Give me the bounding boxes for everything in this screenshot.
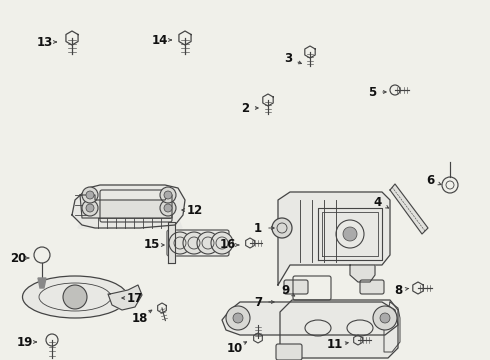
- Circle shape: [226, 306, 250, 330]
- Text: 11: 11: [327, 338, 343, 351]
- Text: 9: 9: [281, 284, 289, 297]
- Polygon shape: [222, 302, 398, 335]
- Text: 4: 4: [374, 195, 382, 208]
- Circle shape: [86, 191, 94, 199]
- Polygon shape: [390, 184, 428, 234]
- Circle shape: [86, 204, 94, 212]
- Text: 1: 1: [254, 221, 262, 234]
- Polygon shape: [350, 265, 375, 282]
- Circle shape: [164, 204, 172, 212]
- Text: 18: 18: [132, 311, 148, 324]
- Text: 15: 15: [144, 238, 160, 252]
- Circle shape: [211, 232, 233, 254]
- Circle shape: [197, 232, 219, 254]
- Circle shape: [272, 218, 292, 238]
- Text: 19: 19: [17, 336, 33, 348]
- Text: 5: 5: [368, 85, 376, 99]
- Text: 17: 17: [127, 292, 143, 305]
- Circle shape: [63, 285, 87, 309]
- Circle shape: [82, 200, 98, 216]
- Polygon shape: [168, 222, 175, 263]
- Text: 6: 6: [426, 174, 434, 186]
- Text: 10: 10: [227, 342, 243, 355]
- FancyBboxPatch shape: [276, 344, 302, 360]
- Polygon shape: [78, 218, 182, 228]
- Circle shape: [160, 187, 176, 203]
- Text: 3: 3: [284, 51, 292, 64]
- Polygon shape: [72, 185, 185, 228]
- Circle shape: [82, 187, 98, 203]
- Circle shape: [169, 232, 191, 254]
- Circle shape: [343, 227, 357, 241]
- Circle shape: [183, 232, 205, 254]
- Text: 16: 16: [220, 238, 236, 252]
- Text: 14: 14: [152, 33, 168, 46]
- Text: 7: 7: [254, 296, 262, 309]
- Text: 8: 8: [394, 284, 402, 297]
- Polygon shape: [80, 195, 172, 218]
- Text: 13: 13: [37, 36, 53, 49]
- FancyBboxPatch shape: [284, 280, 308, 294]
- FancyBboxPatch shape: [167, 230, 229, 256]
- Ellipse shape: [23, 276, 127, 318]
- Circle shape: [160, 200, 176, 216]
- FancyBboxPatch shape: [360, 280, 384, 294]
- Circle shape: [373, 306, 397, 330]
- Text: 12: 12: [187, 203, 203, 216]
- Circle shape: [233, 313, 243, 323]
- Polygon shape: [38, 278, 46, 288]
- Polygon shape: [280, 300, 398, 358]
- Circle shape: [164, 191, 172, 199]
- Polygon shape: [278, 192, 390, 285]
- Circle shape: [380, 313, 390, 323]
- Polygon shape: [108, 285, 142, 310]
- Text: 20: 20: [10, 252, 26, 265]
- Text: 2: 2: [241, 102, 249, 114]
